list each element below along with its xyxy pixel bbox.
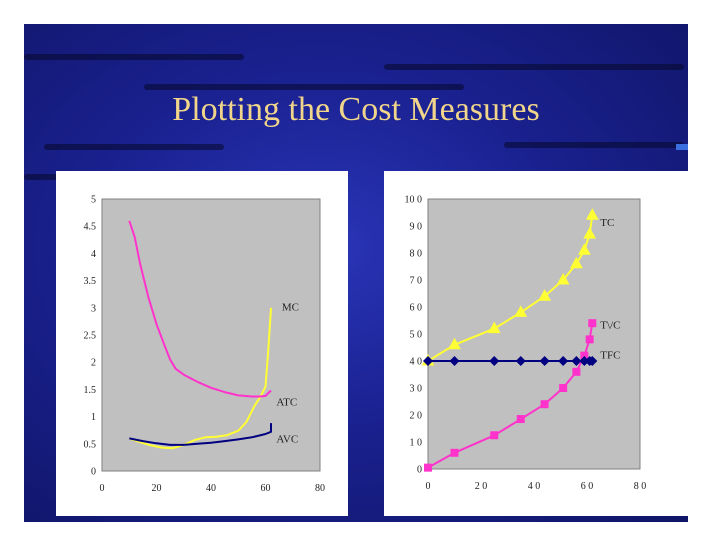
mc-label: MC <box>282 302 299 314</box>
y-tick-label: 3 0 <box>410 384 423 395</box>
tvc-point <box>450 448 459 457</box>
tc-point <box>585 208 599 220</box>
x-tick-label: 6 0 <box>581 481 594 492</box>
plot-area <box>427 198 641 470</box>
plot-area <box>101 198 321 472</box>
slide-background: Plotting the Cost Measures 0 0.5 1 1.5 2 2.5 3… <box>24 24 688 522</box>
tvc-point <box>516 415 525 424</box>
mc-series-line <box>128 307 272 450</box>
tc-point <box>448 337 461 350</box>
tfc-point <box>579 356 590 366</box>
tc-point <box>538 289 551 301</box>
tvc-point <box>572 367 581 376</box>
avc-label: AVC <box>276 434 298 446</box>
x-tick-label: 40 <box>206 483 216 494</box>
tfc-point <box>558 356 569 366</box>
atc-label: ATC <box>276 397 297 409</box>
x-tick-label: 4 0 <box>528 481 541 492</box>
y-tick-label: 9 0 <box>410 222 423 233</box>
y-tick-label: 4.5 <box>84 222 97 233</box>
tvc-point <box>580 351 589 360</box>
y-tick-label: 2 0 <box>410 411 423 422</box>
y-tick-label: 4 <box>91 249 96 260</box>
y-tick-label: 0.5 <box>84 439 97 450</box>
atc-series-line <box>128 220 272 398</box>
tc-label: TC <box>600 217 614 229</box>
y-tick-label: 7 0 <box>410 276 423 287</box>
y-tick-label: 1 <box>91 412 96 423</box>
tfc-point <box>539 356 550 366</box>
tvc-point <box>490 431 499 440</box>
y-tick-label: 5 0 <box>410 330 423 341</box>
y-tick-label: 1.5 <box>84 385 97 396</box>
y-tick-label: 0 <box>417 465 422 476</box>
x-tick-label: 60 <box>261 483 271 494</box>
y-tick-label: 10 0 <box>405 195 423 206</box>
cost-curves-chart: 0 0.5 1 1.5 2 2.5 3 3.5 4 4.5 5 0 20 40 60 80 MC ATC AVC <box>84 195 326 495</box>
tvc-label: T\/C <box>600 320 620 332</box>
tvc-point <box>588 319 597 328</box>
tvc-series-line <box>427 323 594 469</box>
x-tick-label: 20 <box>152 483 162 494</box>
tc-series-line <box>427 215 594 362</box>
tc-point <box>583 227 596 239</box>
tvc-point <box>585 335 594 344</box>
tc-point <box>487 321 501 334</box>
tfc-point <box>423 356 433 366</box>
y-tick-label: 6 0 <box>410 303 423 314</box>
tc-point <box>514 305 528 317</box>
x-tick-label: 0 <box>426 481 431 492</box>
y-tick-label: 5 <box>91 195 96 206</box>
left-chart-panel: 0 0.5 1 1.5 2 2.5 3 3.5 4 4.5 5 0 20 40 60 80 MC ATC AVC <box>56 171 348 516</box>
tc-point <box>578 243 591 255</box>
y-tick-label: 3.5 <box>84 276 97 287</box>
x-tick-label: 80 <box>315 483 325 494</box>
tc-point <box>556 272 570 285</box>
x-tick-label: 2 0 <box>475 481 488 492</box>
slide-title: Plotting the Cost Measures <box>172 91 540 128</box>
tvc-point <box>424 463 432 472</box>
tfc-point <box>449 356 460 366</box>
y-tick-label: 2 <box>91 358 96 369</box>
tfc-label: TFC <box>600 349 620 361</box>
tvc-point <box>540 400 549 409</box>
tfc-point <box>515 356 526 366</box>
y-tick-label: 2.5 <box>84 331 97 342</box>
y-tick-label: 0 <box>91 467 96 478</box>
tfc-point <box>571 356 582 366</box>
y-tick-label: 4 0 <box>410 357 423 368</box>
y-tick-label: 3 <box>91 303 96 314</box>
tvc-point <box>559 384 568 392</box>
avc-series-line <box>129 423 272 446</box>
x-tick-label: 8 0 <box>634 481 647 492</box>
total-cost-chart: 0 1 0 2 0 3 0 4 0 5 0 6 0 7 0 8 0 9 0 10 0 0 2 0 4 0… <box>405 195 647 493</box>
tfc-point <box>489 356 500 366</box>
y-tick-label: 8 0 <box>410 249 423 260</box>
tc-point <box>570 256 583 269</box>
x-tick-label: 0 <box>100 483 105 494</box>
y-tick-label: 1 0 <box>410 438 423 449</box>
right-chart-panel: 0 1 0 2 0 3 0 4 0 5 0 6 0 7 0 8 0 9 0 10 0 0 2 0 4 0… <box>384 171 688 516</box>
tfc-point <box>587 356 598 366</box>
